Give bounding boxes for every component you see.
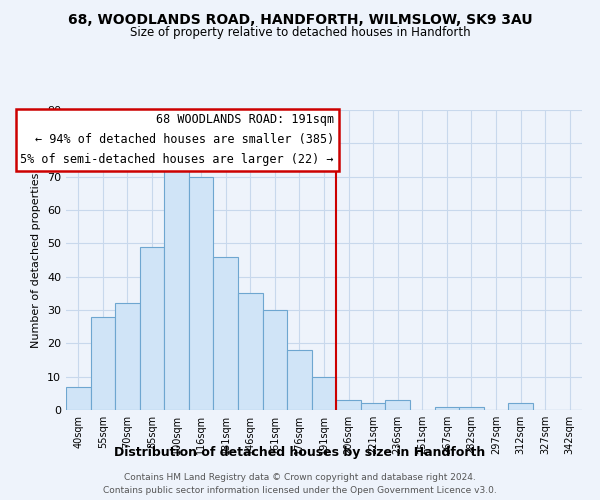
- Text: Contains HM Land Registry data © Crown copyright and database right 2024.
Contai: Contains HM Land Registry data © Crown c…: [103, 473, 497, 495]
- Bar: [238, 294, 263, 410]
- Bar: [361, 404, 385, 410]
- Bar: [66, 386, 91, 410]
- Bar: [164, 166, 189, 410]
- Y-axis label: Number of detached properties: Number of detached properties: [31, 172, 41, 348]
- Bar: [214, 256, 238, 410]
- Bar: [459, 406, 484, 410]
- Text: 68 WOODLANDS ROAD: 191sqm
← 94% of detached houses are smaller (385)
5% of semi-: 68 WOODLANDS ROAD: 191sqm ← 94% of detac…: [20, 114, 334, 166]
- Bar: [287, 350, 312, 410]
- Bar: [189, 176, 214, 410]
- Text: 68, WOODLANDS ROAD, HANDFORTH, WILMSLOW, SK9 3AU: 68, WOODLANDS ROAD, HANDFORTH, WILMSLOW,…: [68, 12, 532, 26]
- Bar: [508, 404, 533, 410]
- Bar: [115, 304, 140, 410]
- Text: Distribution of detached houses by size in Handforth: Distribution of detached houses by size …: [115, 446, 485, 459]
- Bar: [312, 376, 336, 410]
- Bar: [91, 316, 115, 410]
- Bar: [434, 406, 459, 410]
- Bar: [385, 400, 410, 410]
- Bar: [263, 310, 287, 410]
- Bar: [140, 246, 164, 410]
- Text: Size of property relative to detached houses in Handforth: Size of property relative to detached ho…: [130, 26, 470, 39]
- Bar: [336, 400, 361, 410]
